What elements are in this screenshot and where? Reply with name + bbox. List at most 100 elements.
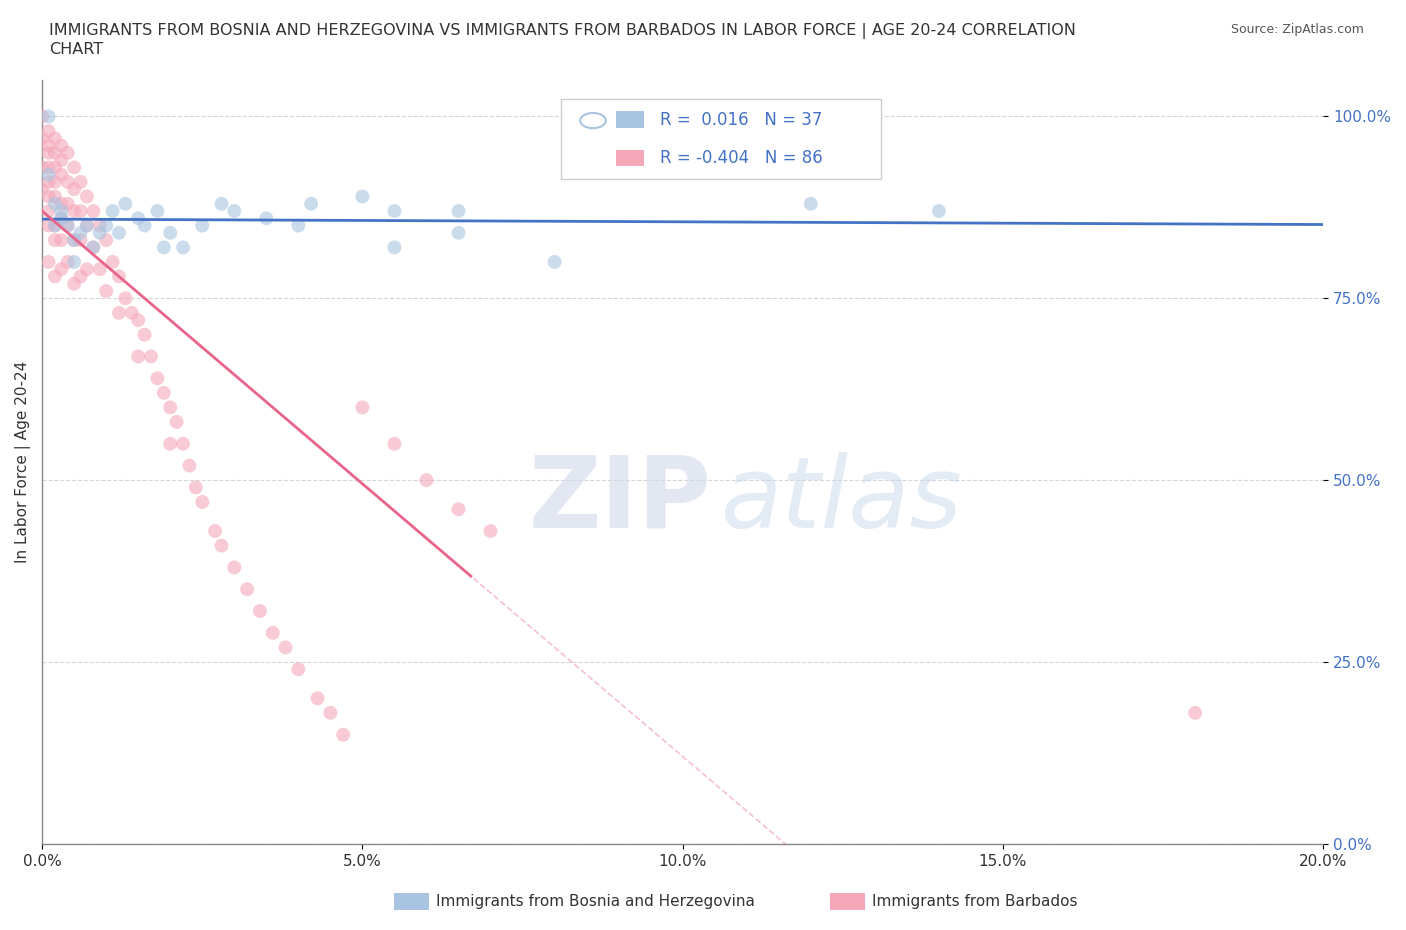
Point <box>89 261 111 276</box>
Point <box>127 211 149 226</box>
Point <box>134 219 156 233</box>
Point <box>31 109 53 124</box>
Point <box>56 175 79 190</box>
Text: atlas: atlas <box>721 452 963 549</box>
Point <box>63 276 86 291</box>
Point <box>76 189 98 204</box>
Point <box>44 189 66 204</box>
Point <box>127 312 149 327</box>
Point <box>56 196 79 211</box>
Point <box>38 204 60 219</box>
Point <box>51 211 73 226</box>
Point <box>38 124 60 139</box>
Point <box>332 727 354 742</box>
Point <box>44 269 66 284</box>
Point <box>262 625 284 640</box>
Point <box>38 189 60 204</box>
Circle shape <box>581 113 606 128</box>
Point <box>114 291 136 306</box>
Text: Immigrants from Bosnia and Herzegovina: Immigrants from Bosnia and Herzegovina <box>436 894 755 909</box>
Point <box>191 495 214 510</box>
Point <box>101 255 124 270</box>
Point <box>224 204 246 219</box>
Point <box>179 458 201 473</box>
Point <box>69 225 91 240</box>
Point <box>44 145 66 160</box>
Point <box>928 204 950 219</box>
Point <box>384 204 406 219</box>
Point <box>299 196 322 211</box>
Point <box>63 160 86 175</box>
Point <box>89 219 111 233</box>
Point <box>236 582 259 597</box>
Point <box>108 269 131 284</box>
Point <box>146 371 169 386</box>
Point <box>69 232 91 247</box>
Point <box>211 196 233 211</box>
Point <box>211 538 233 553</box>
Point <box>56 255 79 270</box>
Bar <box>616 150 644 166</box>
Point <box>447 502 470 517</box>
Point <box>69 175 91 190</box>
Point <box>38 145 60 160</box>
Point <box>96 284 118 299</box>
Point <box>224 560 246 575</box>
Point <box>56 145 79 160</box>
Point <box>51 232 73 247</box>
Point <box>166 415 188 430</box>
Point <box>159 400 181 415</box>
Point <box>184 480 207 495</box>
Point <box>38 139 60 153</box>
Text: R = -0.404   N = 86: R = -0.404 N = 86 <box>659 149 823 167</box>
Point <box>82 204 104 219</box>
Point <box>51 211 73 226</box>
Point <box>51 167 73 182</box>
Point <box>191 219 214 233</box>
Point <box>96 219 118 233</box>
Point <box>139 349 162 364</box>
Point <box>274 640 297 655</box>
Point <box>800 196 823 211</box>
Point <box>249 604 271 618</box>
Point <box>51 139 73 153</box>
Point <box>82 240 104 255</box>
Point <box>479 524 502 538</box>
Point <box>89 225 111 240</box>
Point <box>38 109 60 124</box>
Point <box>38 175 60 190</box>
Point <box>44 196 66 211</box>
Point <box>1184 706 1206 721</box>
Point <box>56 219 79 233</box>
Point <box>76 261 98 276</box>
Point <box>384 436 406 451</box>
Point <box>415 472 437 487</box>
Point <box>153 240 176 255</box>
Point <box>172 240 194 255</box>
Point <box>127 349 149 364</box>
Point <box>63 232 86 247</box>
Point <box>63 181 86 196</box>
Point <box>44 175 66 190</box>
Text: ZIP: ZIP <box>529 452 711 549</box>
Point <box>56 219 79 233</box>
Point <box>44 219 66 233</box>
Point <box>121 305 143 320</box>
Point <box>51 261 73 276</box>
Point <box>38 255 60 270</box>
Point <box>153 385 176 400</box>
Point <box>31 131 53 146</box>
Point <box>63 232 86 247</box>
Point <box>447 225 470 240</box>
Point <box>352 400 374 415</box>
Point <box>287 219 309 233</box>
Point <box>44 219 66 233</box>
Point <box>319 706 342 721</box>
FancyBboxPatch shape <box>561 100 882 179</box>
Point <box>352 189 374 204</box>
Point <box>134 327 156 342</box>
Point <box>307 691 329 706</box>
Point <box>543 255 565 270</box>
Point <box>69 269 91 284</box>
Point <box>76 219 98 233</box>
